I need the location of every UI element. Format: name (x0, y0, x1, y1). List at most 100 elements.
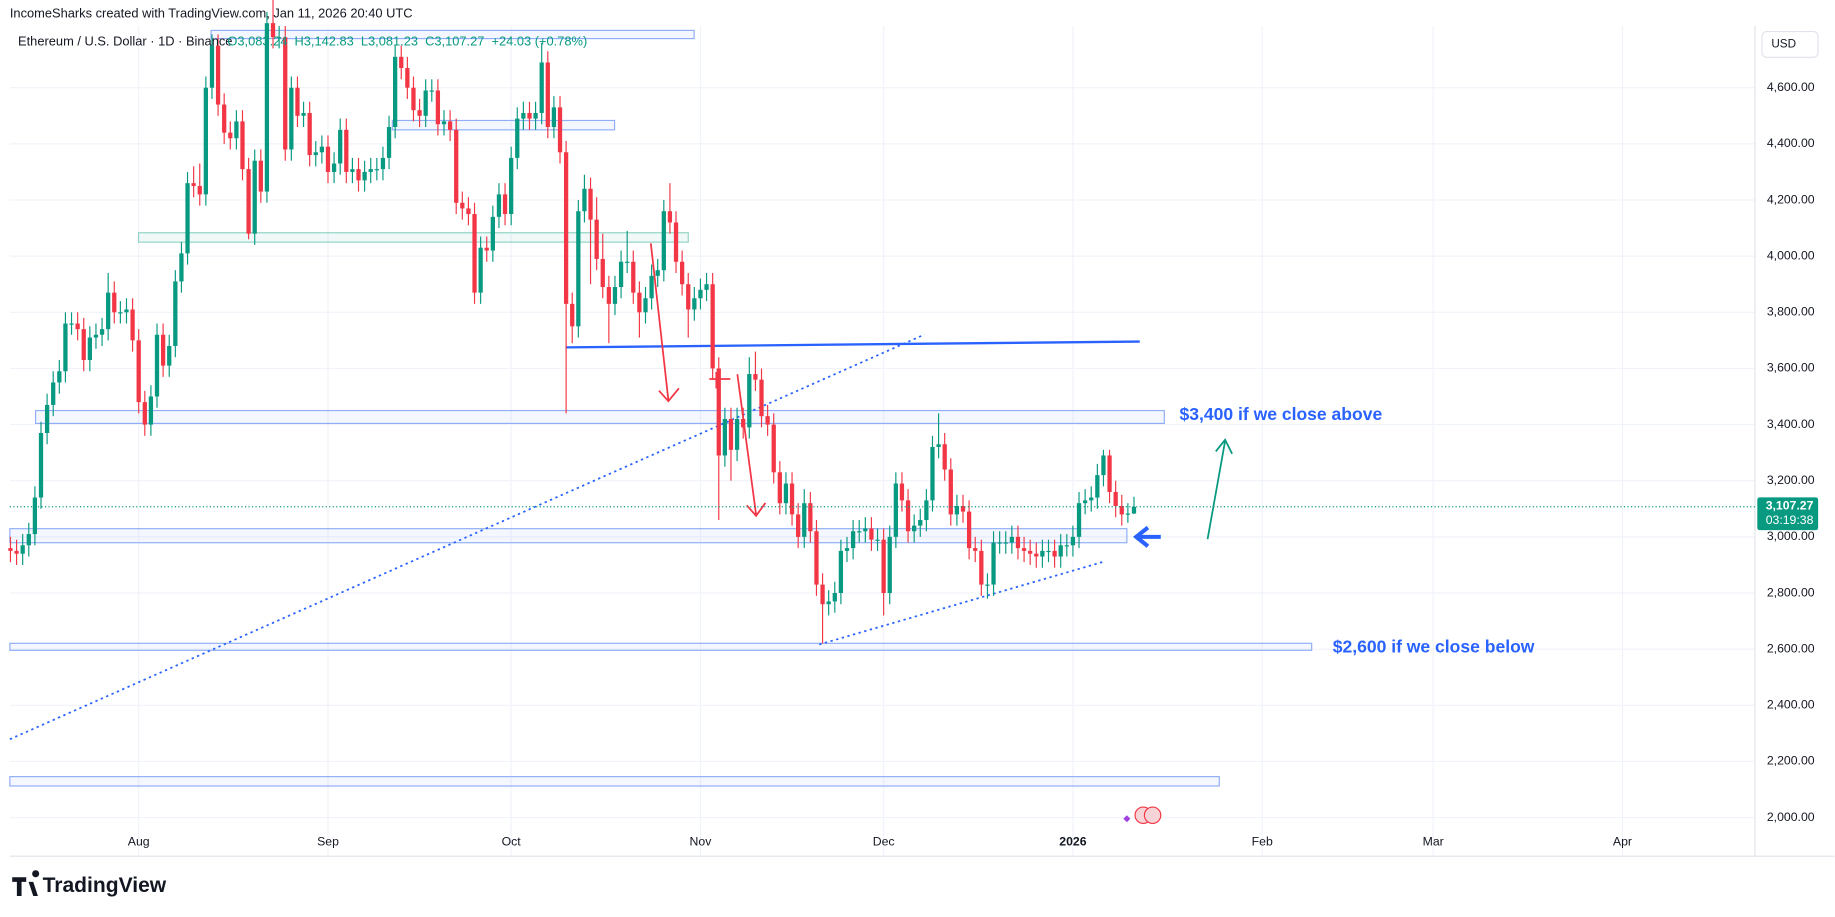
legend-value: O3,083.24 (227, 33, 287, 48)
event-icon[interactable] (1143, 806, 1162, 825)
candle-body (649, 275, 654, 299)
candle-body (276, 37, 282, 39)
candle-body (997, 542, 1002, 544)
zone-box (391, 119, 616, 131)
candle-body (710, 284, 715, 369)
brand: TradingView (43, 874, 167, 897)
candle-body (783, 483, 789, 504)
candle-body (417, 110, 422, 116)
candle-body (533, 112, 538, 119)
candle-body (380, 157, 386, 170)
candle-body (838, 550, 844, 594)
candle-body (747, 374, 752, 428)
candle-body (704, 284, 709, 290)
candle-body (777, 472, 782, 504)
candle-body (771, 424, 776, 473)
axis: 2,000.00 2,200.00 2,400.00 2,600.00 2,800.00… (9, 80, 1819, 848)
legend-value: +24.03 (+0.78%) (491, 33, 587, 48)
x-tick-label: Apr (1613, 834, 1632, 848)
y-tick-label: 4,000.00 (1767, 248, 1815, 262)
candle-body (844, 548, 850, 551)
candle-body (661, 211, 666, 271)
candle-body (588, 188, 593, 220)
candle-body (1107, 455, 1112, 492)
candle-body (44, 404, 50, 433)
candle-body (582, 188, 587, 212)
candle-body (106, 292, 111, 330)
candle-body (820, 584, 825, 605)
currency-button[interactable] (1761, 30, 1819, 58)
zone-box (9, 528, 1128, 544)
candle-body (362, 171, 367, 181)
candle-body (57, 371, 62, 383)
candle-body (618, 261, 624, 288)
legend: O3,083.24 H3,142.83 L3,081.23 C3,107.27 +24.… (227, 33, 587, 48)
candle-body (14, 550, 19, 554)
candle-body (63, 323, 68, 372)
candle-body (966, 511, 972, 549)
arrow (736, 374, 767, 518)
legend-value: L3,081.23 (361, 33, 418, 48)
candle-body (472, 214, 477, 293)
candle-body (612, 287, 618, 304)
candles (8, 0, 1137, 644)
candle-body (112, 292, 117, 313)
candle-body (912, 525, 917, 532)
candle-body (124, 309, 129, 313)
candle-body (209, 45, 215, 88)
candle-body (545, 62, 550, 128)
candle-body (118, 312, 123, 314)
candle-body (484, 247, 489, 251)
candle-body (87, 337, 92, 361)
x-tick-label: Mar (1423, 834, 1444, 848)
candle-body (234, 121, 239, 139)
x-tick-label: Sep (317, 834, 339, 848)
candle-body (606, 287, 611, 304)
candle-body (936, 444, 941, 448)
candle-body (460, 202, 465, 209)
candle-body (374, 169, 379, 171)
symbol-title: Ethereum / U.S. Dollar · 1D · Binance (18, 33, 232, 48)
candle-body (411, 87, 416, 111)
candle-body (527, 112, 532, 119)
candle-body (1052, 550, 1057, 557)
candle-body (386, 127, 392, 158)
candle-body (802, 503, 807, 537)
candle-body (1040, 550, 1045, 557)
candle-body (899, 483, 905, 501)
candle-body (1003, 542, 1008, 544)
price-tag (1757, 497, 1819, 531)
candle-body (869, 528, 874, 540)
candle-body (222, 104, 227, 133)
candle-body (490, 216, 495, 251)
candle-body (173, 281, 178, 346)
candle-body (789, 483, 795, 515)
candle-body (93, 334, 99, 338)
candle-body (625, 261, 630, 263)
candle-body (1076, 503, 1082, 537)
y-tick-label: 2,000.00 (1767, 810, 1815, 824)
y-tick-label: 4,200.00 (1767, 192, 1815, 206)
candle-body (673, 222, 679, 262)
y-tick-label: 2,800.00 (1767, 585, 1815, 599)
candle-body (8, 548, 13, 551)
candle-body (319, 146, 325, 153)
drawings (9, 29, 1313, 825)
candle-body (716, 368, 721, 456)
candle-body (246, 169, 251, 234)
candle-body (960, 505, 966, 512)
candle-body (142, 402, 147, 425)
candle-body (203, 87, 208, 195)
candle-body (679, 261, 685, 285)
y-tick-label: 2,200.00 (1767, 754, 1815, 768)
candle-body (240, 121, 245, 170)
candle-body (521, 112, 526, 119)
price-label: 3,107.27 (1766, 498, 1814, 512)
y-tick-label: 3,600.00 (1767, 361, 1815, 375)
arrow (649, 243, 680, 403)
candle-body (405, 68, 410, 88)
countdown: 03:19:38 (1766, 513, 1814, 527)
candle-body (136, 340, 141, 403)
candle-body (563, 152, 569, 304)
